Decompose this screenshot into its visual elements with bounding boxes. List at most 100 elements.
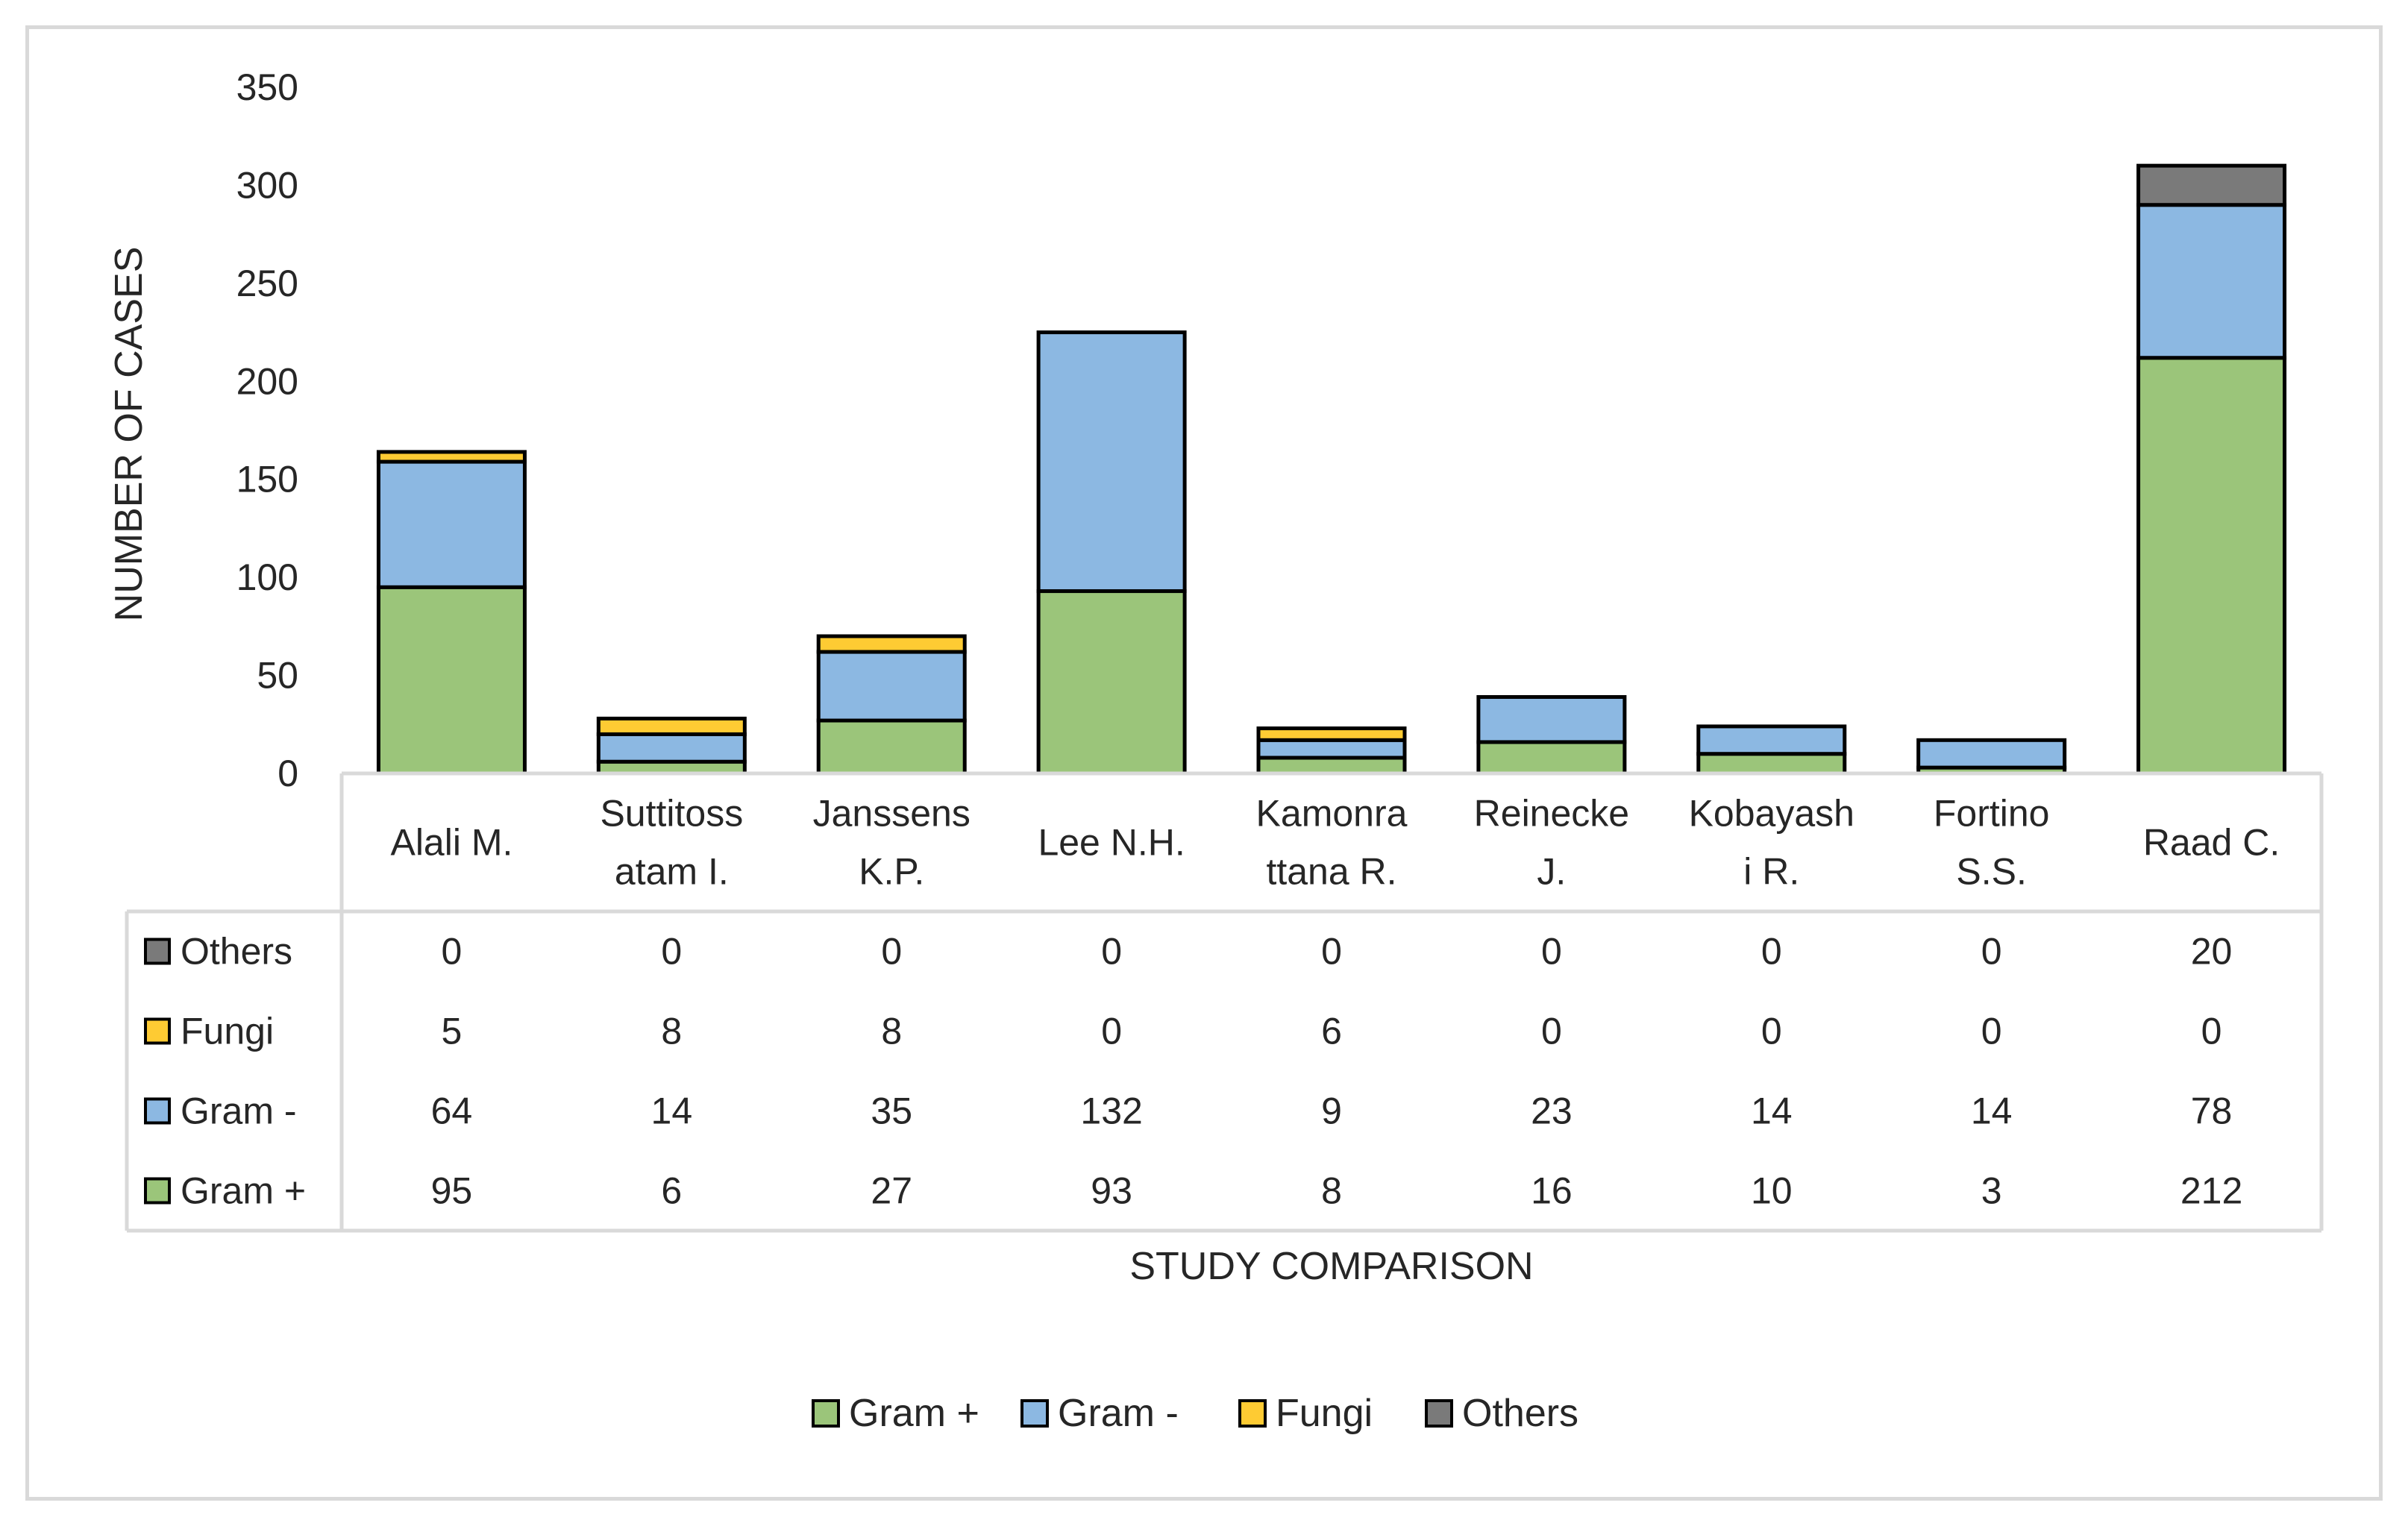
table-cell-value: 0 [442, 931, 463, 973]
table-cell-value: 6 [661, 1170, 682, 1212]
bar-segment-gram-minus [596, 732, 747, 764]
bar-segment-gram-plus [2136, 356, 2287, 776]
bars [376, 163, 2287, 776]
table-cell-value: 0 [2201, 1011, 2222, 1052]
legend-label: Others [1462, 1392, 1578, 1435]
category-label: Lee N.H. [1038, 822, 1185, 864]
table-row-label: Fungi [181, 1011, 274, 1052]
table-cell-value: 78 [2191, 1090, 2233, 1132]
table-cell-value: 16 [1531, 1170, 1573, 1212]
table-cell-value: 0 [1541, 931, 1562, 973]
table-cell-value: 8 [881, 1011, 902, 1052]
table-cell-value: 10 [1751, 1170, 1793, 1212]
bar-segment-gram-minus [816, 650, 967, 723]
category-label: Suttitoss [600, 793, 743, 835]
y-tick-label: 200 [236, 360, 298, 402]
bar-segment-gram-plus [1256, 756, 1407, 776]
y-tick-label: 300 [236, 164, 298, 206]
table-cell-value: 35 [871, 1090, 912, 1132]
table-cell-value: 0 [1541, 1011, 1562, 1052]
table-cell-value: 0 [1101, 1011, 1122, 1052]
category-label: Kobayash [1689, 793, 1854, 835]
bar-segment-gram-minus [1916, 738, 2067, 770]
bar-segment-gram-minus [1036, 330, 1187, 594]
category-label: i R. [1743, 851, 1799, 893]
table-cell-value: 0 [1981, 1011, 2002, 1052]
table-cell-value: 8 [661, 1011, 682, 1052]
legend-label: Fungi [1276, 1392, 1373, 1435]
y-tick-label: 250 [236, 263, 298, 304]
legend-label: Gram - [1058, 1392, 1179, 1435]
bar-segment-gram-minus [1696, 724, 1847, 756]
table-cell-value: 0 [1101, 931, 1122, 973]
table-cell-value: 27 [871, 1170, 912, 1212]
x-axis-title: STUDY COMPARISON [1129, 1245, 1533, 1288]
bar-segment-gram-plus [816, 718, 967, 776]
table-row-label: Others [181, 931, 292, 973]
legend: Gram + Gram - Fungi Others [812, 1392, 1578, 1435]
bar-segment-gram-minus [1256, 738, 1407, 760]
table-cell-value: 0 [1981, 931, 2002, 973]
table-cell-value: 14 [651, 1090, 693, 1132]
category-label: Alali M. [390, 822, 512, 864]
legend-key-fungi [144, 1017, 171, 1045]
table-cell-value: 0 [661, 931, 682, 973]
category-label: atam I. [615, 851, 729, 893]
bar-segment-gram-plus [376, 585, 527, 776]
y-tick-label: 0 [278, 753, 298, 794]
bar-segment-gram-minus [2136, 203, 2287, 360]
legend-key-gram-minus [144, 1097, 171, 1125]
legend-key-others [144, 938, 171, 965]
bar-segment-gram-plus [1476, 740, 1627, 776]
category-label: Raad C. [2143, 822, 2280, 864]
category-label: Kamonra [1256, 793, 1408, 835]
category-label: S.S. [1956, 851, 2026, 893]
table-cell-value: 132 [1080, 1090, 1142, 1132]
table-cell-value: 9 [1321, 1090, 1342, 1132]
table-cell-value: 14 [1751, 1090, 1793, 1132]
legend-key-gram-plus [144, 1177, 171, 1205]
category-label: Janssens [813, 793, 971, 835]
y-axis-title: NUMBER OF CASES [107, 247, 151, 622]
bar-segment-fungi [596, 716, 747, 736]
bar-segment-gram-minus [376, 459, 527, 589]
bar-segment-others [2136, 163, 2287, 207]
y-tick-label: 50 [257, 655, 298, 697]
table-cell-value: 23 [1531, 1090, 1573, 1132]
category-label: Fortino [1934, 793, 2050, 835]
table-cell-value: 6 [1321, 1011, 1342, 1052]
table-cell-value: 0 [881, 931, 902, 973]
table-cell-value: 212 [2180, 1170, 2242, 1212]
legend-swatch-gram-minus [1020, 1399, 1049, 1428]
table-cell-value: 64 [431, 1090, 473, 1132]
bar-segment-fungi [816, 634, 967, 654]
table-row-label: Gram + [181, 1170, 306, 1212]
table-cell-value: 20 [2191, 931, 2233, 973]
legend-swatch-gram-plus [812, 1399, 840, 1428]
y-tick-label: 100 [236, 556, 298, 598]
data-table: Alali M. Suttitoss atam I. Janssens K.P. Lee … [125, 771, 2324, 1233]
legend-label: Gram + [849, 1392, 979, 1435]
y-tick-label: 350 [236, 66, 298, 108]
category-label: Reinecke [1474, 793, 1629, 835]
table-cell-value: 0 [1761, 1011, 1782, 1052]
table-cell-value: 0 [1761, 931, 1782, 973]
table-cell-value: 8 [1321, 1170, 1342, 1212]
y-axis: 0 50 100 150 200 250 300 350 [236, 66, 298, 794]
legend-swatch-fungi [1238, 1399, 1267, 1428]
bar-segment-fungi [1256, 726, 1407, 742]
category-label: J. [1537, 851, 1566, 893]
bar-segment-gram-plus [1036, 589, 1187, 776]
y-tick-label: 150 [236, 459, 298, 500]
category-label: K.P. [859, 851, 924, 893]
table-cell-value: 5 [442, 1011, 463, 1052]
table-cell-value: 3 [1981, 1170, 2002, 1212]
table-cell-value: 0 [1321, 931, 1342, 973]
table-cell-value: 93 [1091, 1170, 1132, 1212]
bar-segment-gram-plus [1696, 752, 1847, 776]
table-cell-value: 95 [431, 1170, 473, 1212]
table-cell-value: 14 [1971, 1090, 2013, 1132]
legend-swatch-others [1425, 1399, 1453, 1428]
bar-segment-gram-minus [1476, 694, 1627, 744]
